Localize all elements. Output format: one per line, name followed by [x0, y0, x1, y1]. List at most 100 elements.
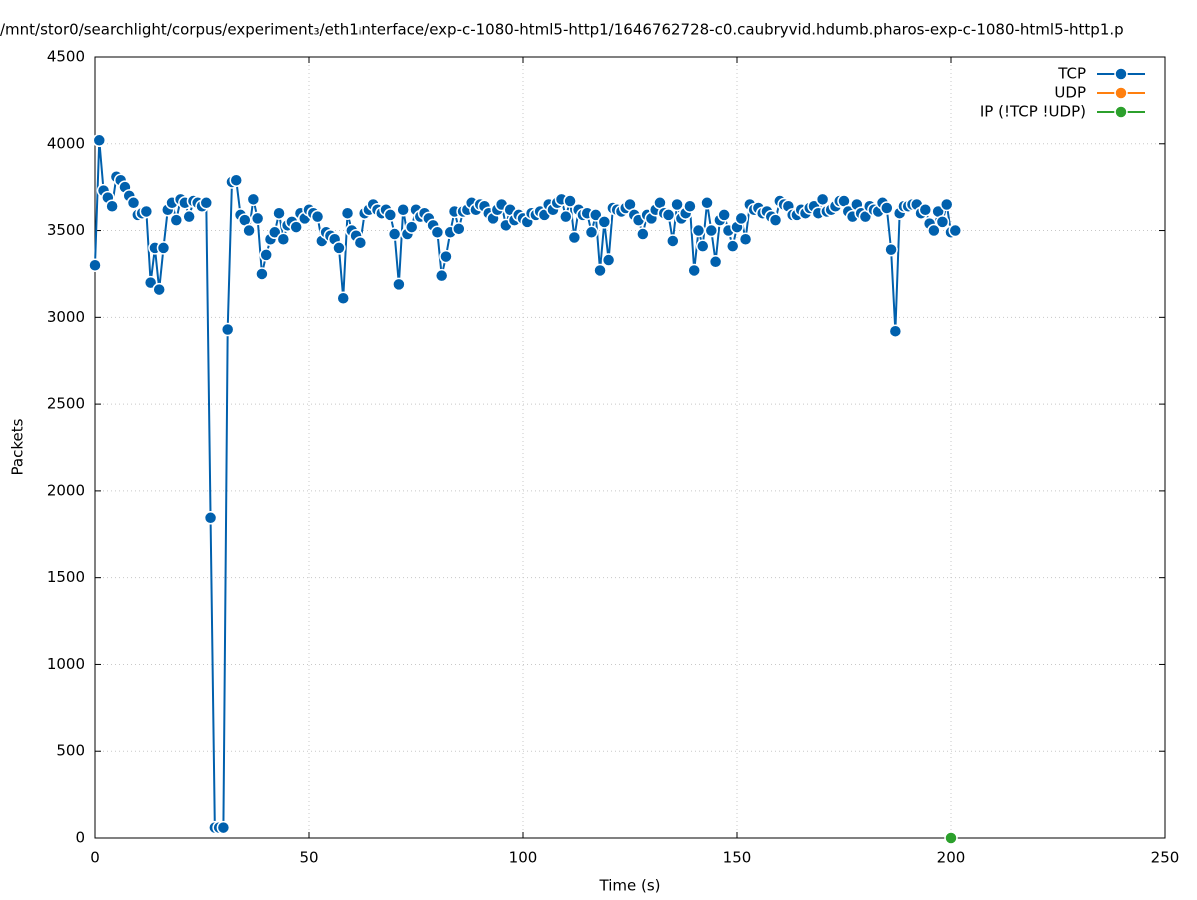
point — [216, 820, 231, 835]
point — [888, 324, 903, 338]
y-tick-label: 2500 — [47, 395, 85, 413]
point — [661, 208, 676, 222]
point — [815, 192, 830, 207]
point — [670, 197, 684, 212]
y-tick-label: 2000 — [47, 481, 85, 499]
point — [636, 227, 650, 241]
x-tick-label: 250 — [1151, 849, 1180, 867]
y-axis-label: Packets — [9, 418, 27, 475]
point — [708, 255, 723, 269]
point — [768, 213, 783, 227]
point — [717, 208, 731, 222]
x-tick-label: 50 — [299, 849, 318, 867]
point — [272, 206, 286, 220]
x-tick-label: 200 — [937, 849, 966, 867]
point — [203, 511, 218, 525]
plot-border — [94, 56, 1166, 839]
point — [584, 225, 599, 240]
point — [404, 220, 419, 234]
point — [387, 227, 402, 241]
point — [563, 194, 577, 208]
point — [88, 258, 102, 273]
legend-label: TCP — [1057, 65, 1086, 83]
point — [918, 202, 933, 217]
point — [683, 199, 697, 214]
point — [353, 235, 368, 250]
point — [340, 206, 355, 220]
y-tick-label: 3500 — [47, 221, 85, 239]
legend-label: UDP — [1054, 84, 1086, 102]
point — [935, 215, 950, 229]
point — [332, 241, 346, 255]
point — [880, 201, 894, 215]
point — [259, 248, 273, 262]
chart-title: /mnt/stor0/searchlight/corpus/experiment… — [0, 21, 1124, 39]
y-tick-label: 4000 — [47, 134, 85, 152]
point — [948, 223, 963, 238]
point — [92, 133, 107, 148]
y-tick-label: 3000 — [47, 308, 85, 326]
point — [250, 211, 265, 226]
point — [589, 208, 603, 222]
point — [696, 239, 710, 253]
y-tick-label: 500 — [56, 742, 85, 760]
point — [276, 232, 291, 246]
point — [439, 249, 453, 264]
point — [152, 282, 166, 297]
point — [255, 267, 269, 281]
point — [430, 225, 445, 240]
point — [601, 253, 616, 267]
y-tick-label: 1000 — [47, 655, 85, 673]
legend-marker — [1114, 105, 1128, 119]
point — [704, 223, 719, 238]
point — [452, 222, 466, 236]
point — [310, 209, 325, 224]
point — [939, 197, 954, 212]
point — [597, 215, 612, 229]
point — [383, 208, 398, 222]
x-tick-label: 150 — [723, 849, 752, 867]
y-tick-label: 4500 — [47, 48, 85, 66]
legend-label: IP (!TCP !UDP) — [980, 103, 1086, 121]
point — [700, 196, 714, 210]
point — [139, 204, 154, 219]
y-tick-label: 0 — [75, 829, 85, 847]
point — [229, 173, 243, 187]
point — [392, 277, 406, 292]
x-axis-label: Time (s) — [599, 877, 661, 895]
point — [242, 223, 256, 238]
legend-marker — [1114, 67, 1128, 81]
point — [220, 322, 235, 337]
point — [725, 239, 740, 253]
point — [687, 263, 701, 278]
point — [734, 211, 749, 226]
point — [666, 234, 680, 248]
point — [396, 202, 410, 217]
legend-marker — [1114, 86, 1128, 100]
point — [884, 242, 898, 257]
point — [738, 232, 753, 246]
point — [289, 220, 303, 234]
point — [156, 241, 171, 255]
point — [336, 291, 350, 305]
point — [199, 196, 214, 210]
point — [246, 192, 261, 207]
x-tick-label: 0 — [90, 849, 100, 867]
point — [593, 263, 607, 278]
x-tick-label: 100 — [509, 849, 538, 867]
point — [105, 199, 119, 214]
point — [169, 213, 184, 227]
point — [559, 209, 573, 224]
point — [944, 831, 958, 845]
point — [927, 223, 941, 238]
point — [567, 230, 582, 245]
point — [143, 275, 158, 290]
point — [434, 268, 449, 283]
point — [126, 196, 141, 210]
point — [182, 209, 196, 224]
series-line — [94, 140, 956, 829]
point — [691, 223, 706, 238]
point — [268, 225, 282, 240]
